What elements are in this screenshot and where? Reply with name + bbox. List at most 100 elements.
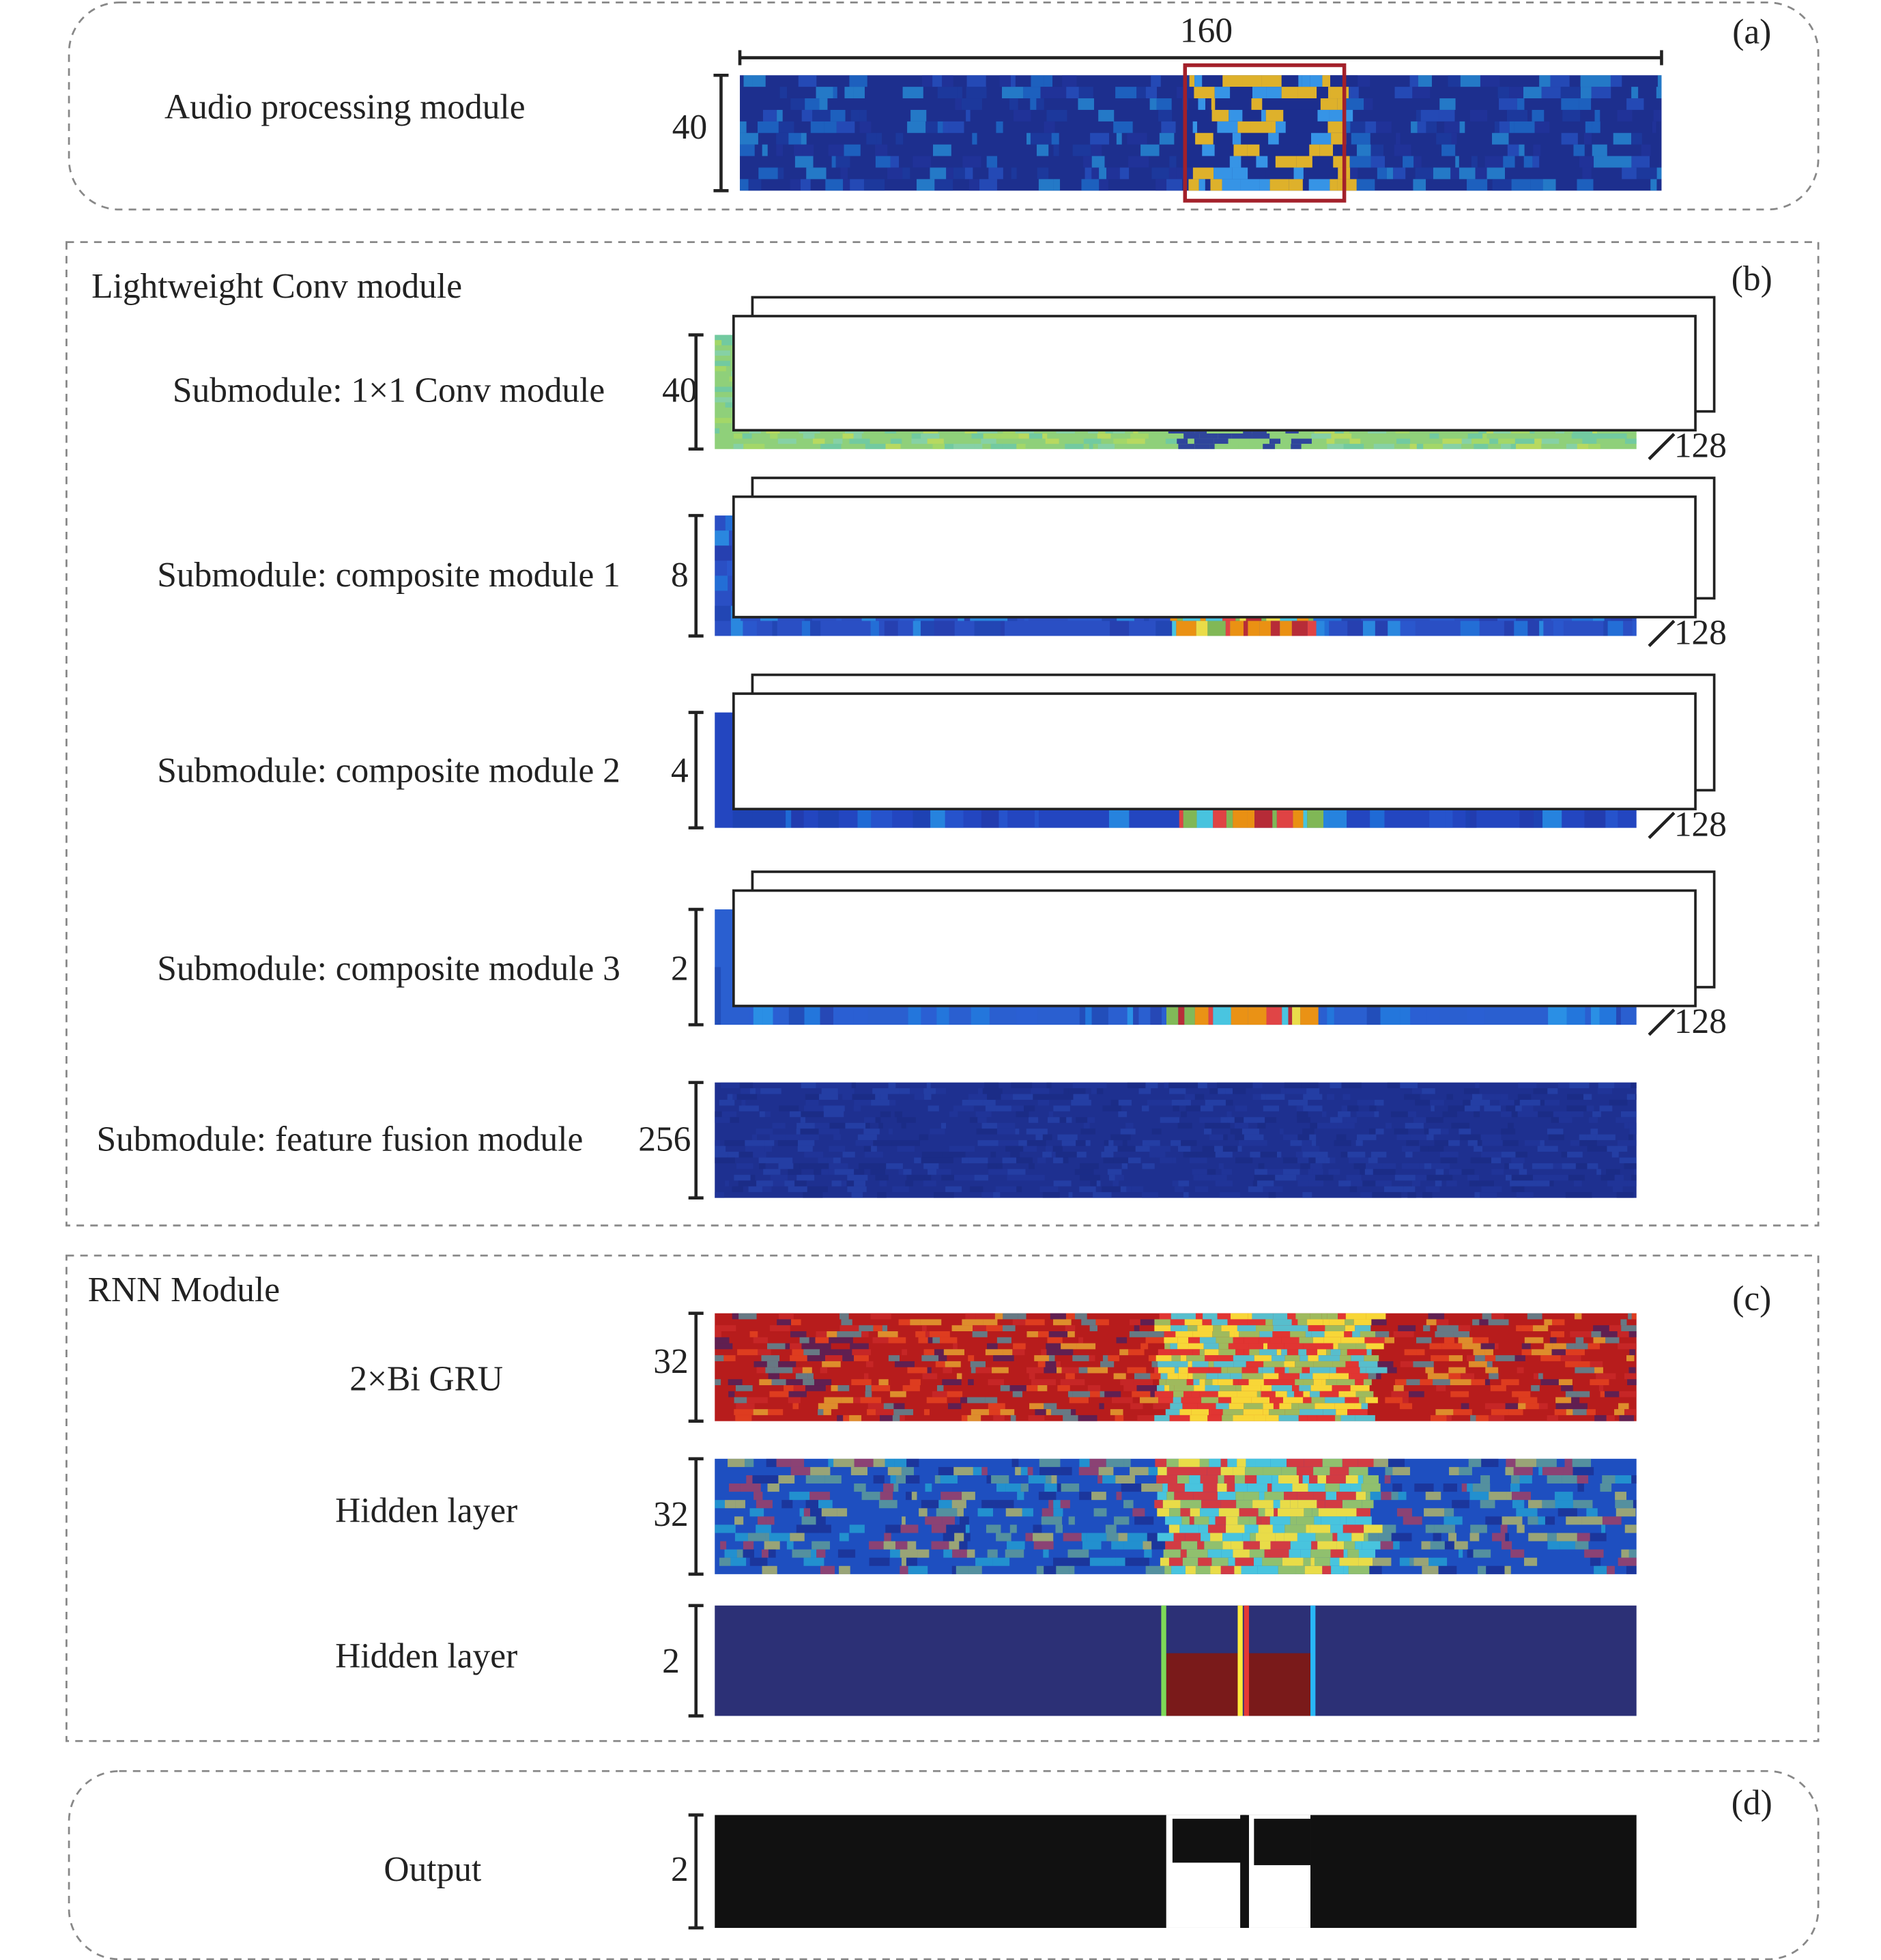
heatmap-cell [1467, 1140, 1478, 1146]
heatmap-cell [776, 1458, 791, 1467]
heatmap-cell [1501, 1541, 1512, 1550]
heatmap-cell [1459, 1466, 1472, 1475]
heatmap-cell [1315, 1174, 1323, 1181]
heatmap-cell [1510, 444, 1517, 449]
heatmap-cell [1132, 1391, 1151, 1397]
heatmap-cell [1289, 179, 1303, 191]
heatmap-cell [1321, 1516, 1340, 1525]
heatmap-cell [1295, 1565, 1305, 1574]
heatmap-cell [1097, 1475, 1103, 1484]
heatmap-cell [1355, 1140, 1363, 1146]
heatmap-cell [1425, 1524, 1435, 1533]
heatmap-cell [1237, 1391, 1257, 1397]
heatmap-cell [1330, 1349, 1341, 1356]
heatmap-cell [715, 967, 721, 1025]
heatmap-cell [732, 1313, 739, 1320]
heatmap-cell [1626, 98, 1644, 110]
heatmap-cell [1282, 1379, 1295, 1386]
heatmap-cell [788, 1391, 807, 1397]
heatmap-cell [1634, 1169, 1637, 1175]
heatmap-cell [1020, 1466, 1028, 1475]
heatmap-cell [1361, 1483, 1381, 1492]
heatmap-cell [770, 1516, 775, 1525]
heatmap-cell [1467, 1483, 1473, 1492]
heatmap-cell [1035, 799, 1039, 828]
heatmap-cell [1302, 1152, 1319, 1158]
heatmap-cell [1158, 1349, 1172, 1356]
heatmap-cell [1207, 1169, 1216, 1175]
heatmap-cell [1165, 1541, 1181, 1550]
heatmap-cell [1278, 1415, 1299, 1421]
heatmap-cell [901, 1458, 907, 1467]
heatmap-cell [1454, 1541, 1468, 1550]
heatmap-cell [1167, 1373, 1179, 1380]
heatmap-cell [1009, 1385, 1026, 1391]
heatmap-cell [1552, 1343, 1566, 1350]
heatmap-cell [1448, 1140, 1460, 1146]
heatmap-cell [1455, 156, 1459, 168]
heatmap-cell [1122, 1140, 1128, 1146]
heatmap-cell [1536, 1180, 1550, 1187]
stack-frame [732, 315, 1697, 432]
heatmap-cell [1548, 1134, 1565, 1141]
heatmap-cell [1281, 1466, 1297, 1475]
heatmap-cell [1464, 1105, 1480, 1111]
heatmap-cell [947, 1403, 962, 1410]
heatmap-cell [715, 1117, 730, 1123]
heatmap-cell [1265, 1117, 1277, 1123]
heatmap-cell [935, 1361, 945, 1367]
heatmap-cell [849, 438, 870, 444]
heatmap-cell [1355, 1541, 1362, 1550]
heatmap-cell [962, 1099, 983, 1106]
heatmap-cell [1362, 1500, 1374, 1509]
heatmap-cell [1392, 1466, 1410, 1475]
heatmap-cell [1304, 1565, 1323, 1574]
heatmap-cell [1407, 1192, 1416, 1198]
heatmap-cell [1239, 87, 1252, 99]
heatmap-cell [1278, 1508, 1291, 1517]
heatmap-cell [753, 1152, 766, 1158]
heatmap-cell [1376, 121, 1392, 133]
heatmap-cell [953, 1174, 975, 1181]
heatmap-cell [1053, 1508, 1063, 1517]
heatmap-cell [1344, 1541, 1355, 1550]
heatmap-cell [1330, 1466, 1349, 1475]
heatmap-cell [891, 1088, 900, 1094]
heatmap-cell [1439, 98, 1456, 110]
heatmap-cell [837, 1088, 855, 1094]
heatmap-cell [1068, 1192, 1073, 1198]
heatmap-cell [1516, 1180, 1536, 1187]
channel-label: 128 [1674, 1002, 1727, 1041]
heatmap-cell [1048, 1355, 1055, 1361]
heatmap-cell [800, 1128, 819, 1135]
heatmap-cell [993, 1415, 1005, 1421]
heatmap-cell [1308, 1180, 1324, 1187]
heatmap-cell [974, 1174, 988, 1181]
heatmap-cell [1087, 1367, 1108, 1374]
heatmap-cell [1044, 1483, 1057, 1492]
heatmap-cell [850, 1466, 868, 1475]
heatmap-cell [1025, 1319, 1045, 1326]
heatmap-cell [923, 1088, 936, 1094]
heatmap-cell [769, 1533, 790, 1542]
heatmap-cell [1540, 1099, 1545, 1106]
heatmap-cell [1296, 156, 1312, 168]
heatmap-cell [1244, 1492, 1259, 1501]
heatmap-cell [1093, 1192, 1112, 1198]
heatmap-cell [841, 1319, 852, 1326]
heatmap-cell [1225, 1099, 1233, 1106]
heatmap-cell [1204, 1349, 1219, 1356]
heatmap-cell [1562, 1163, 1576, 1169]
heatmap-cell [1046, 1409, 1052, 1415]
heatmap-cell [1140, 144, 1160, 156]
heatmap-cell [1023, 87, 1041, 99]
heatmap-cell [1374, 1111, 1379, 1118]
heatmap-cell [1541, 87, 1561, 99]
heatmap-cell [1346, 1117, 1357, 1123]
heatmap-cell [1267, 444, 1276, 449]
heatmap-cell [715, 606, 731, 621]
heatmap-cell [1506, 109, 1527, 122]
heatmap-cell [941, 1122, 947, 1129]
heatmap-cell [1188, 1466, 1207, 1475]
heatmap-cell [1555, 1403, 1571, 1410]
